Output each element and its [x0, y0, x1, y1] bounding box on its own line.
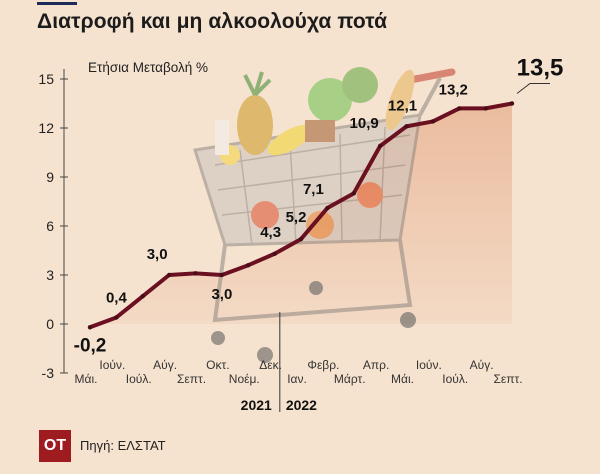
- y-tick-label: -3: [42, 365, 55, 381]
- y-tick-label: 9: [46, 169, 54, 185]
- data-label: 12,1: [388, 97, 417, 114]
- x-tick-label: Ιούλ.: [442, 372, 468, 386]
- data-label: 3,0: [211, 286, 232, 303]
- data-point: [325, 205, 330, 211]
- data-point: [114, 315, 119, 320]
- data-point: [246, 263, 251, 268]
- x-tick-label: Αύγ.: [470, 358, 494, 372]
- y-tick-label: 3: [46, 267, 54, 283]
- x-tick-label: Μάρτ.: [334, 372, 366, 386]
- source-note: Πηγή: ΕΛΣΤΑΤ: [80, 438, 166, 453]
- x-tick-label: Οκτ.: [206, 358, 229, 372]
- data-point: [219, 272, 225, 278]
- page-title: Διατροφή και μη αλκοολούχα ποτά: [37, 10, 388, 33]
- x-tick-label: Μάι.: [391, 372, 414, 386]
- shopping-cart-illustration: [193, 67, 456, 363]
- y-axis-title: Ετήσια Μεταβολή %: [88, 60, 208, 75]
- data-point: [166, 272, 172, 278]
- x-tick-label: Φεβρ.: [307, 358, 339, 372]
- y-tick-label: 0: [46, 316, 54, 332]
- data-label: 0,4: [106, 289, 128, 306]
- data-point: [272, 251, 277, 256]
- x-tick-label: Ιαν.: [287, 372, 307, 386]
- data-point: [430, 119, 436, 124]
- data-label: 10,9: [350, 115, 379, 132]
- y-tick-label: 15: [38, 71, 54, 87]
- x-tick-label: Σεπτ.: [493, 372, 522, 386]
- x-tick-label: Αύγ.: [153, 358, 177, 372]
- x-tick-label: Μάι.: [75, 372, 98, 386]
- x-tick-label: Δεκ.: [259, 358, 282, 372]
- data-label: 7,1: [303, 181, 324, 198]
- data-point: [140, 294, 145, 299]
- data-point: [298, 236, 304, 242]
- x-tick-label: Νοέμ.: [229, 372, 260, 386]
- brand-logo: ΟΤ: [39, 430, 71, 462]
- x-tick-label: Ιούν.: [99, 358, 125, 372]
- data-point: [509, 101, 515, 106]
- x-tick-label: Απρ.: [363, 358, 389, 372]
- x-tick-label: Ιούν.: [416, 358, 442, 372]
- data-point: [377, 143, 383, 149]
- data-point: [404, 124, 409, 129]
- data-point: [457, 106, 462, 111]
- data-point: [193, 271, 198, 276]
- data-label: 5,2: [286, 209, 307, 226]
- y-tick-label: 6: [46, 218, 54, 234]
- data-label: 13,2: [439, 81, 468, 98]
- data-label: 4,3: [260, 224, 281, 241]
- callout-pointer: [516, 83, 550, 94]
- x-tick-label: Ιούλ.: [126, 372, 152, 386]
- top-accent-rule: [37, 2, 77, 5]
- data-point: [87, 325, 93, 330]
- data-point: [351, 191, 356, 196]
- x-tick-label: Σεπτ.: [177, 372, 206, 386]
- data-point: [483, 106, 488, 111]
- last-value-callout: 13,5: [517, 55, 564, 82]
- year-label-2021: 2021: [241, 397, 272, 413]
- y-tick-label: 12: [38, 120, 54, 136]
- data-label: -0,2: [74, 335, 107, 356]
- year-label-2022: 2022: [286, 397, 317, 413]
- data-label: 3,0: [147, 246, 168, 263]
